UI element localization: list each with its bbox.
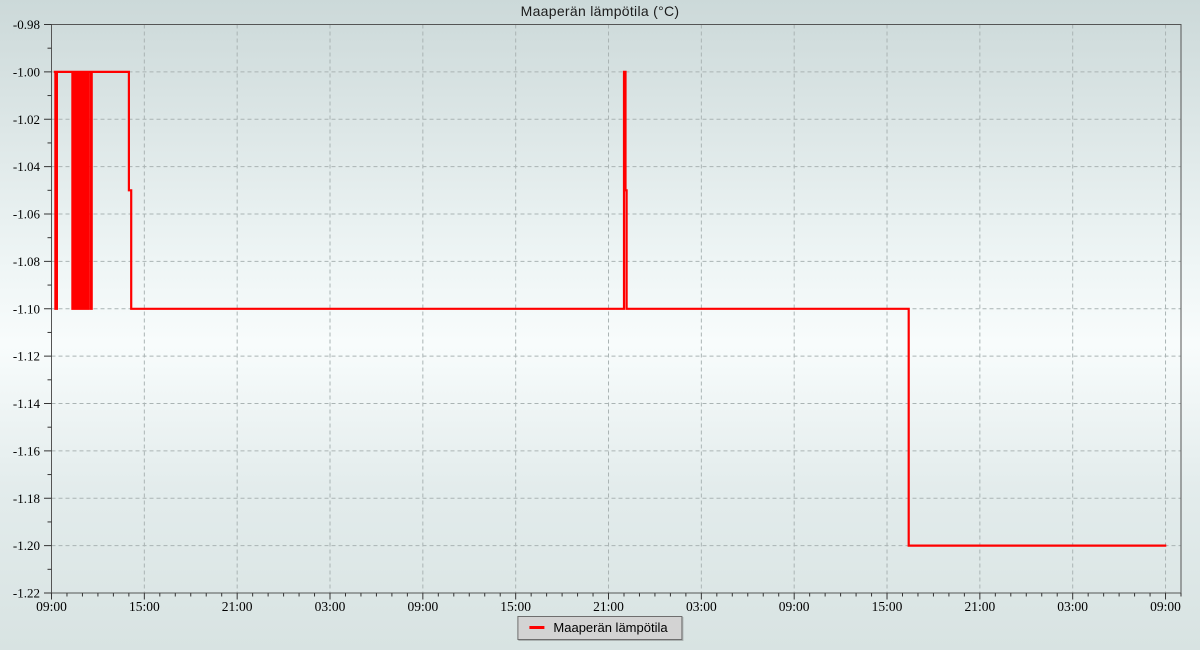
y-tick-label: -1.04	[13, 159, 41, 174]
y-tick-label: -1.18	[13, 491, 40, 506]
x-tick-label: 03:00	[1057, 599, 1088, 614]
x-tick-label: 03:00	[686, 599, 717, 614]
x-tick-label: 09:00	[1150, 599, 1181, 614]
legend-label: Maaperän lämpötila	[553, 620, 668, 635]
legend-line-marker	[529, 626, 545, 629]
x-tick-label: 21:00	[222, 599, 253, 614]
x-tick-label: 03:00	[315, 599, 346, 614]
axis-ticks	[44, 24, 1182, 600]
y-tick-label: -1.20	[13, 538, 40, 553]
x-tick-label: 09:00	[779, 599, 810, 614]
temperature-series	[53, 70, 1167, 547]
y-tick-label: -1.14	[13, 396, 41, 411]
y-tick-label: -1.02	[13, 112, 40, 127]
y-tick-label: -1.08	[13, 254, 40, 269]
tick-labels: -0.98 -1.00 -1.02 -1.04 -1.06 -1.08 -1.10 -1.12…	[13, 17, 1181, 614]
x-tick-label: 09:00	[36, 599, 67, 614]
x-tick-label: 15:00	[500, 599, 531, 614]
y-tick-label: -1.12	[13, 349, 40, 364]
x-tick-label: 21:00	[593, 599, 624, 614]
x-tick-label: 09:00	[407, 599, 438, 614]
x-tick-label: 21:00	[964, 599, 995, 614]
x-tick-label: 15:00	[129, 599, 160, 614]
temperature-series-line	[53, 70, 1167, 547]
y-tick-label: -1.06	[13, 207, 41, 222]
y-tick-label: -1.10	[13, 301, 40, 316]
chart-title: Maaperän lämpötila (°C)	[520, 3, 680, 19]
y-tick-label: -1.00	[13, 64, 40, 79]
x-tick-label: 15:00	[872, 599, 903, 614]
y-tick-label: -1.16	[13, 443, 41, 458]
y-tick-label: -1.22	[13, 586, 40, 601]
legend-box: Maaperän lämpötila	[517, 616, 683, 640]
y-tick-label: -0.98	[13, 17, 40, 32]
